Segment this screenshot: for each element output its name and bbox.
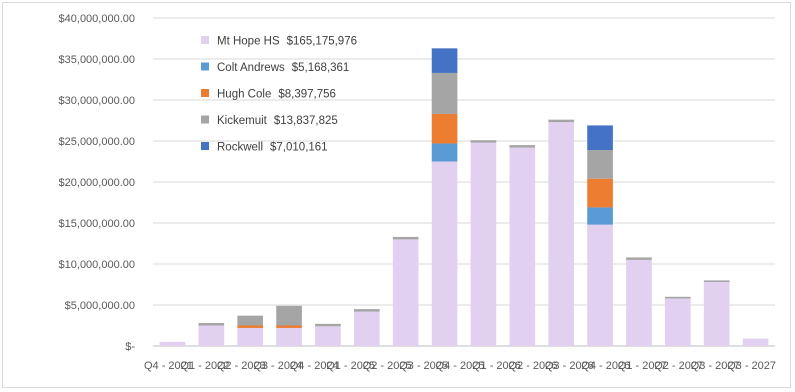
bar-segment-mt-hope-hs <box>626 259 652 346</box>
bars <box>159 48 769 346</box>
y-tick-label: $30,000,000.00 <box>59 95 135 107</box>
x-tick-label: Q4 - 2025 <box>436 360 485 372</box>
x-tick-label: Q1 - 2026 <box>472 360 521 372</box>
y-axis-ticks: $- $5,000,000.00 $10,000,000.00 $15,000,000… <box>59 13 136 353</box>
bar-segment-hugh-cole <box>587 178 613 208</box>
x-tick-label: Q3 - 2027 <box>727 360 776 372</box>
x-tick-label: Q3 - 2027 <box>691 360 740 372</box>
bar-segment-kickemuit <box>276 305 302 326</box>
y-tick-label: $25,000,000.00 <box>59 136 135 148</box>
legend-label: Rockwell $7,010,161 <box>217 142 328 154</box>
y-tick-label: $10,000,000.00 <box>59 259 135 271</box>
bar-segment-hugh-cole <box>431 113 458 144</box>
legend-swatch <box>201 89 209 97</box>
bar-segment-mt-hope-hs <box>392 239 419 346</box>
y-tick-label: $15,000,000.00 <box>59 218 135 230</box>
bar-segment-mt-hope-hs <box>276 327 302 346</box>
x-tick-label: Q3 - 2026 <box>545 360 594 372</box>
bar-segment-colt-andrews <box>587 207 613 225</box>
bar-segment-mt-hope-hs <box>664 298 691 346</box>
y-tick-label: $20,000,000.00 <box>59 177 135 189</box>
bar-segment-kickemuit <box>431 72 458 114</box>
bar-segment-kickemuit <box>703 280 730 283</box>
bar-segment-mt-hope-hs <box>353 311 380 346</box>
bar-segment-kickemuit <box>198 323 225 326</box>
bar-segment-mt-hope-hs <box>315 326 341 346</box>
x-tick-label: Q2 - 2027 <box>654 360 703 372</box>
bar-segment-mt-hope-hs <box>587 224 613 346</box>
bar-segment-mt-hope-hs <box>509 147 536 346</box>
legend-swatch <box>201 62 209 71</box>
bar-segment-kickemuit <box>664 296 691 299</box>
y-tick-label: $40,000,000.00 <box>59 13 135 25</box>
y-tick-label: $- <box>125 341 135 353</box>
y-tick-label: $5,000,000.00 <box>65 300 135 312</box>
bar-segment-mt-hope-hs <box>159 341 186 346</box>
bar-segment-kickemuit <box>587 150 613 179</box>
bar-segment-mt-hope-hs <box>703 282 730 346</box>
x-tick-label: Q3 - 2024 <box>253 360 302 372</box>
x-tick-label: Q4 - 2021 <box>144 360 193 372</box>
legend-swatch <box>201 142 209 150</box>
bar-segment-kickemuit <box>470 140 497 143</box>
bar-segment-mt-hope-hs <box>237 327 264 346</box>
x-tick-label: Q1 - 2025 <box>326 360 375 372</box>
y-tick-label: $35,000,000.00 <box>59 54 135 66</box>
legend: Mt Hope HS $165,175,976 Colt Andrews $5,168… <box>201 36 357 154</box>
bar-segment-mt-hope-hs <box>742 338 769 346</box>
bar-segment-rockwell <box>587 125 613 151</box>
legend-label: Mt Hope HS $165,175,976 <box>217 36 357 48</box>
stacked-bar-chart: $- $5,000,000.00 $10,000,000.00 $15,000,000… <box>59 13 776 372</box>
legend-swatch <box>201 36 209 44</box>
x-tick-label: Q2 - 2023 <box>217 360 266 372</box>
bar-segment-kickemuit <box>315 323 341 327</box>
legend-label: Colt Andrews $5,168,361 <box>217 62 349 74</box>
bar-segment-mt-hope-hs <box>431 161 458 346</box>
bar-segment-kickemuit <box>509 145 536 148</box>
x-tick-label: Q1 - 2027 <box>618 360 667 372</box>
gridlines <box>153 17 775 347</box>
legend-label: Hugh Cole $8,397,756 <box>217 89 336 101</box>
x-tick-label: Q4 - 2024 <box>290 360 339 372</box>
legend-label: Kickemuit $13,837,825 <box>217 115 338 127</box>
x-tick-label: Q1 - 2022 <box>180 360 229 372</box>
bar-segment-colt-andrews <box>431 143 458 162</box>
bar-segment-kickemuit <box>548 119 575 123</box>
x-tick-label: Q4 - 2026 <box>581 360 630 372</box>
legend-swatch <box>201 115 209 124</box>
bar-segment-hugh-cole <box>237 325 264 328</box>
bar-segment-kickemuit <box>353 309 380 312</box>
bar-segment-mt-hope-hs <box>548 122 575 346</box>
bar-segment-mt-hope-hs <box>198 325 225 346</box>
bar-segment-kickemuit <box>626 257 652 260</box>
bar-segment-kickemuit <box>392 236 419 240</box>
bar-segment-rockwell <box>431 48 458 73</box>
bar-segment-kickemuit <box>237 315 264 326</box>
bar-segment-hugh-cole <box>276 325 302 328</box>
x-tick-label: Q2 - 2025 <box>363 360 412 372</box>
x-tick-label: Q2 - 2026 <box>508 360 557 372</box>
chart-frame: $- $5,000,000.00 $10,000,000.00 $15,000,000… <box>2 2 791 388</box>
x-tick-label: Q3 - 2025 <box>399 360 448 372</box>
bar-segment-mt-hope-hs <box>470 142 497 346</box>
